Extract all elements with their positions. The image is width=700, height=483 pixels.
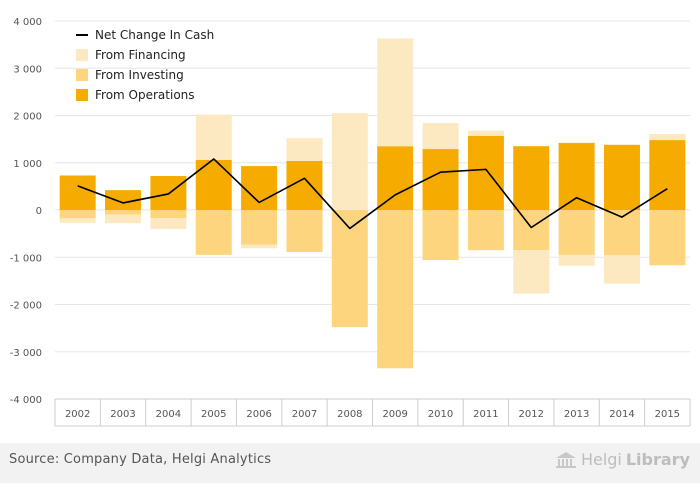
bar-investing bbox=[377, 210, 414, 369]
x-tick-label: 2015 bbox=[655, 409, 680, 420]
x-tick-label: 2002 bbox=[65, 409, 90, 420]
y-tick-label: -1 000 bbox=[10, 253, 42, 264]
bar-investing bbox=[150, 210, 187, 219]
bar-operations bbox=[513, 146, 550, 210]
legend-marker bbox=[76, 69, 88, 81]
bar-financing bbox=[195, 114, 232, 160]
brand-logo[interactable]: Helgi Library bbox=[555, 450, 690, 469]
brand-name-light: Helgi bbox=[580, 450, 622, 469]
bar-financing bbox=[513, 250, 550, 294]
bar-investing bbox=[513, 210, 550, 251]
bar-investing bbox=[422, 210, 459, 261]
bar-financing bbox=[150, 218, 187, 229]
bar-financing bbox=[558, 254, 595, 266]
legend-label: From Financing bbox=[95, 48, 186, 62]
bar-financing bbox=[422, 123, 459, 150]
bar-operations bbox=[377, 146, 414, 210]
x-tick-label: 2005 bbox=[201, 409, 226, 420]
bar-financing bbox=[467, 130, 504, 136]
x-tick-label: 2009 bbox=[382, 409, 407, 420]
bar-operations bbox=[422, 149, 459, 210]
x-tick-label: 2004 bbox=[156, 409, 181, 420]
bar-operations bbox=[241, 166, 278, 210]
y-tick-label: -4 000 bbox=[10, 395, 42, 406]
y-tick-label: 2 000 bbox=[13, 112, 42, 123]
y-tick-label: -2 000 bbox=[10, 301, 42, 312]
bar-financing bbox=[241, 244, 278, 249]
bar-operations bbox=[649, 140, 686, 210]
legend-label: From Operations bbox=[95, 88, 195, 102]
y-tick-label: 0 bbox=[36, 206, 42, 217]
bar-financing bbox=[105, 214, 142, 224]
source-text: Source: Company Data, Helgi Analytics bbox=[9, 452, 272, 467]
bar-investing bbox=[467, 210, 504, 251]
x-tick-label: 2008 bbox=[337, 409, 362, 420]
x-tick-label: 2007 bbox=[292, 409, 317, 420]
bar-operations bbox=[195, 159, 232, 210]
x-tick-label: 2010 bbox=[428, 409, 453, 420]
x-tick-label: 2011 bbox=[473, 409, 498, 420]
bar-operations bbox=[59, 175, 96, 210]
legend-marker bbox=[76, 89, 88, 101]
bar-financing bbox=[649, 133, 686, 141]
bar-operations bbox=[105, 190, 142, 210]
y-tick-label: 1 000 bbox=[13, 159, 42, 170]
bar-financing bbox=[331, 113, 368, 210]
legend-marker bbox=[76, 49, 88, 61]
bar-financing bbox=[286, 138, 323, 161]
legend-label: From Investing bbox=[95, 68, 184, 82]
x-tick-label: 2006 bbox=[246, 409, 271, 420]
bar-financing bbox=[59, 218, 96, 223]
x-tick-label: 2014 bbox=[609, 409, 634, 420]
legend-label: Net Change In Cash bbox=[95, 28, 214, 42]
bar-investing bbox=[286, 210, 323, 253]
bar-investing bbox=[59, 210, 96, 219]
bar-investing bbox=[331, 210, 368, 328]
net-change-line bbox=[77, 158, 668, 230]
y-tick-label: -3 000 bbox=[10, 348, 42, 359]
bar-investing bbox=[649, 210, 686, 266]
bar-operations bbox=[467, 135, 504, 210]
bar-financing bbox=[377, 38, 414, 147]
x-tick-label: 2012 bbox=[519, 409, 544, 420]
bank-building-icon bbox=[555, 451, 576, 468]
bar-operations bbox=[558, 142, 595, 210]
x-tick-label: 2003 bbox=[110, 409, 135, 420]
bar-operations bbox=[603, 144, 640, 210]
bar-investing bbox=[105, 210, 142, 215]
bar-investing bbox=[558, 210, 595, 255]
bar-financing bbox=[603, 255, 640, 284]
bar-investing bbox=[195, 210, 232, 255]
brand-name-bold: Library bbox=[625, 450, 690, 469]
source-footer: Source: Company Data, Helgi Analytics He… bbox=[0, 443, 700, 483]
y-tick-label: 4 000 bbox=[13, 17, 42, 28]
x-tick-label: 2013 bbox=[564, 409, 589, 420]
chart: 4 000 3 000 2 000 1 000 0 -1 000 -2 000 -3 000 -… bbox=[10, 17, 691, 427]
y-tick-label: 3 000 bbox=[13, 64, 42, 75]
bar-investing bbox=[241, 210, 278, 245]
